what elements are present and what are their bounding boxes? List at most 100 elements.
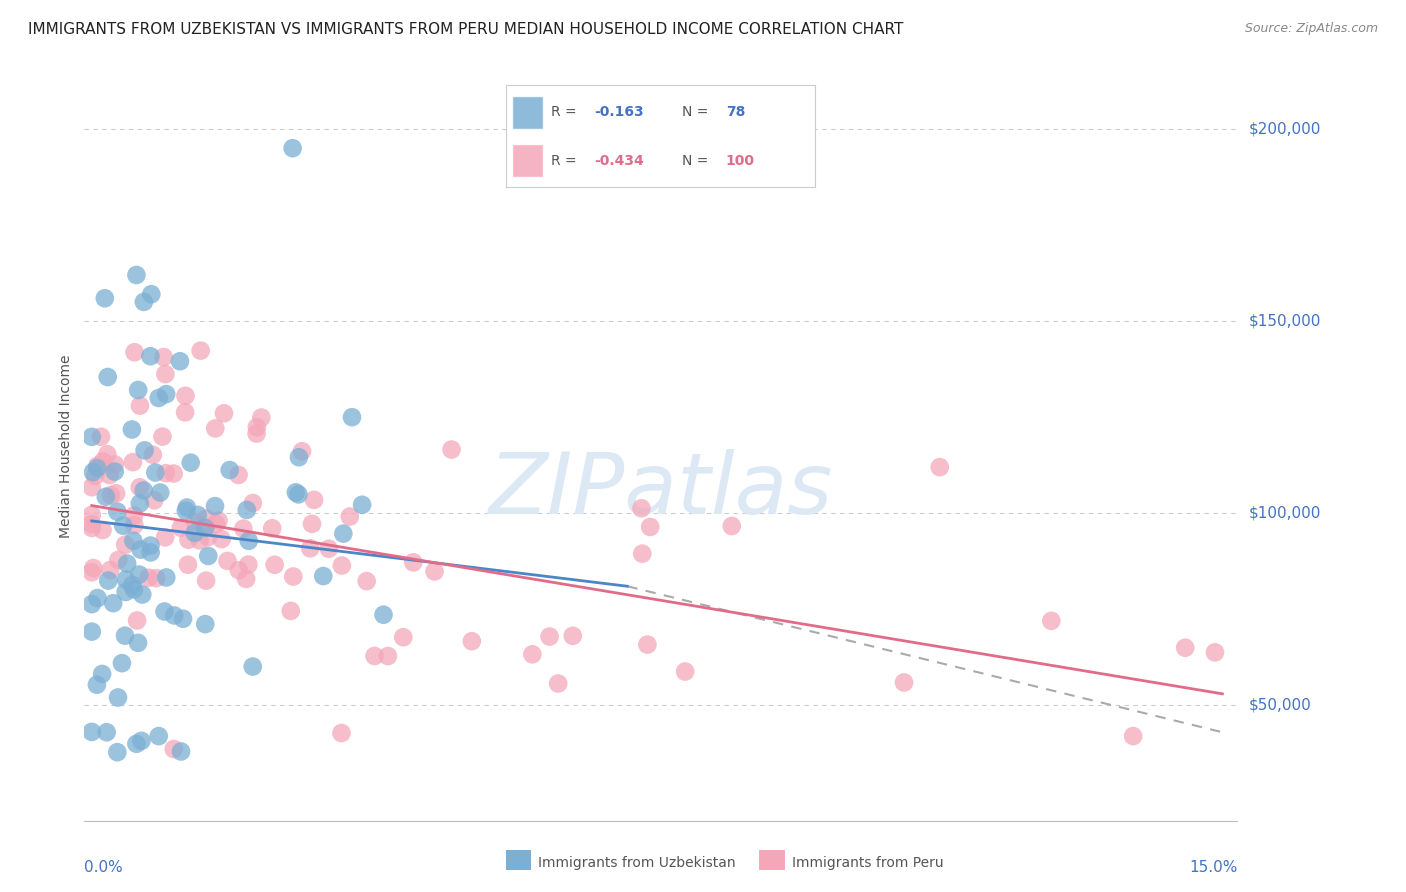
Point: [720, 519, 742, 533]
Point: [104, 458, 127, 472]
Point: [121, 422, 143, 436]
Point: [301, 516, 323, 531]
Point: [149, 485, 172, 500]
Point: [211, 532, 233, 546]
Point: [97, 574, 120, 588]
Point: [96, 725, 118, 739]
Text: $50,000: $50,000: [1249, 698, 1312, 713]
Point: [172, 612, 194, 626]
Point: [356, 574, 378, 588]
Point: [139, 545, 162, 559]
Text: Source: ZipAtlas.com: Source: ZipAtlas.com: [1244, 22, 1378, 36]
Point: [299, 541, 322, 556]
Text: N =: N =: [682, 105, 713, 120]
Point: [155, 466, 177, 480]
Point: [287, 487, 309, 501]
Point: [129, 542, 152, 557]
Point: [1204, 645, 1226, 659]
Point: [82, 561, 104, 575]
Text: $200,000: $200,000: [1249, 121, 1320, 136]
Point: [131, 587, 153, 601]
Point: [377, 648, 399, 663]
Point: [98, 563, 121, 577]
Point: [148, 391, 170, 405]
Point: [194, 520, 217, 534]
Point: [177, 558, 200, 572]
Point: [332, 526, 354, 541]
Point: [122, 533, 145, 548]
Point: [127, 383, 149, 397]
Point: [636, 638, 658, 652]
Point: [174, 504, 197, 518]
Point: [440, 442, 463, 457]
Point: [188, 533, 211, 548]
Point: [169, 354, 191, 368]
Point: [86, 591, 108, 605]
Point: [363, 648, 385, 663]
Point: [112, 518, 135, 533]
Point: [673, 665, 696, 679]
Point: [461, 634, 484, 648]
Text: R =: R =: [551, 153, 581, 168]
Point: [86, 461, 108, 475]
Point: [124, 518, 146, 533]
Point: [155, 387, 177, 401]
Point: [153, 605, 176, 619]
Point: [107, 690, 129, 705]
Point: [129, 399, 152, 413]
Point: [80, 725, 103, 739]
Point: [105, 745, 128, 759]
Point: [238, 558, 260, 572]
Point: [194, 521, 217, 535]
Point: [115, 557, 138, 571]
Point: [86, 678, 108, 692]
Point: [125, 268, 148, 282]
Point: [190, 343, 212, 358]
Point: [631, 547, 654, 561]
Point: [134, 443, 156, 458]
Point: [152, 429, 174, 443]
Point: [236, 503, 259, 517]
Text: N =: N =: [682, 153, 713, 168]
Point: [107, 553, 129, 567]
Point: [114, 538, 136, 552]
Point: [80, 521, 103, 535]
Point: [103, 596, 125, 610]
Point: [91, 523, 114, 537]
Point: [547, 676, 569, 690]
Point: [262, 521, 284, 535]
Point: [170, 744, 193, 758]
Point: [217, 554, 239, 568]
Point: [402, 555, 425, 569]
Point: [284, 485, 307, 500]
Point: [139, 349, 162, 363]
Text: R =: R =: [551, 105, 581, 120]
Text: Immigrants from Peru: Immigrants from Peru: [792, 855, 943, 870]
Point: [423, 565, 446, 579]
Text: $100,000: $100,000: [1249, 506, 1320, 521]
Point: [94, 291, 117, 305]
Point: [630, 501, 652, 516]
Text: 78: 78: [725, 105, 745, 120]
Text: ZIPatlas: ZIPatlas: [489, 450, 832, 533]
Text: $150,000: $150,000: [1249, 314, 1320, 328]
Point: [330, 558, 353, 573]
Point: [197, 530, 219, 544]
Point: [238, 533, 260, 548]
Point: [218, 463, 240, 477]
Point: [132, 294, 155, 309]
Point: [302, 492, 325, 507]
FancyBboxPatch shape: [512, 145, 543, 177]
Point: [128, 496, 150, 510]
Point: [97, 370, 120, 384]
Point: [242, 659, 264, 673]
Point: [125, 737, 148, 751]
Text: 15.0%: 15.0%: [1189, 860, 1237, 874]
Point: [90, 430, 112, 444]
Point: [127, 614, 149, 628]
Point: [122, 455, 145, 469]
Point: [245, 426, 267, 441]
Point: [207, 514, 229, 528]
Point: [128, 567, 150, 582]
Point: [1040, 614, 1063, 628]
